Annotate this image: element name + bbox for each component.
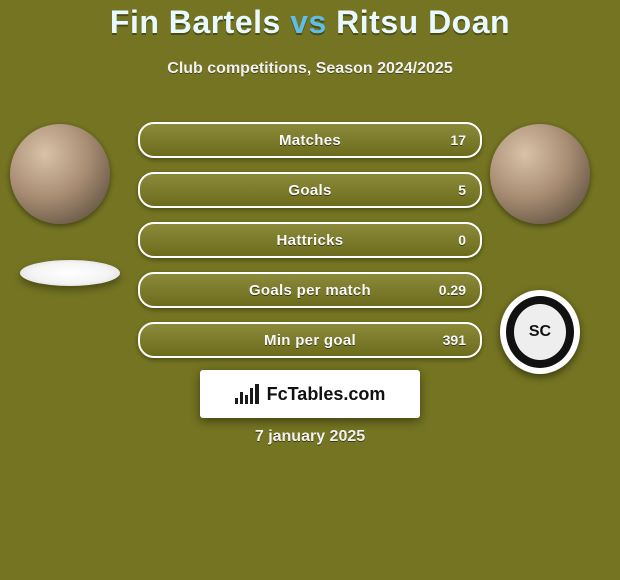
stat-label: Hattricks	[140, 224, 480, 256]
player1-club-placeholder	[20, 260, 120, 286]
bar-chart-icon	[235, 384, 259, 404]
stat-label: Goals per match	[140, 274, 480, 306]
stat-row: Matches 17	[138, 122, 482, 158]
stat-label: Goals	[140, 174, 480, 206]
brand-box: FcTables.com	[200, 370, 420, 418]
stat-row: Hattricks 0	[138, 222, 482, 258]
club-badge-label: SC	[514, 304, 566, 360]
stat-value: 5	[458, 174, 466, 206]
stat-value: 391	[443, 324, 466, 356]
date-label: 7 january 2025	[0, 428, 620, 446]
page-title: Fin Bartels vs Ritsu Doan	[0, 4, 620, 41]
stat-label: Min per goal	[140, 324, 480, 356]
player2-club-badge: SC	[500, 290, 580, 374]
stat-row: Goals per match 0.29	[138, 272, 482, 308]
stat-value: 17	[450, 124, 466, 156]
brand-label: FcTables.com	[267, 384, 386, 405]
infographic-root: Fin Bartels vs Ritsu Doan Club competiti…	[0, 0, 620, 580]
vs-label: vs	[290, 4, 327, 40]
subtitle: Club competitions, Season 2024/2025	[0, 60, 620, 78]
stat-rows: Matches 17 Goals 5 Hattricks 0 Goals per…	[138, 122, 482, 372]
player1-name: Fin Bartels	[110, 4, 281, 40]
stat-row: Goals 5	[138, 172, 482, 208]
player1-avatar	[10, 124, 110, 224]
stat-row: Min per goal 391	[138, 322, 482, 358]
stat-value: 0.29	[439, 274, 466, 306]
stat-label: Matches	[140, 124, 480, 156]
player2-name: Ritsu Doan	[336, 4, 510, 40]
player2-avatar	[490, 124, 590, 224]
stat-value: 0	[458, 224, 466, 256]
